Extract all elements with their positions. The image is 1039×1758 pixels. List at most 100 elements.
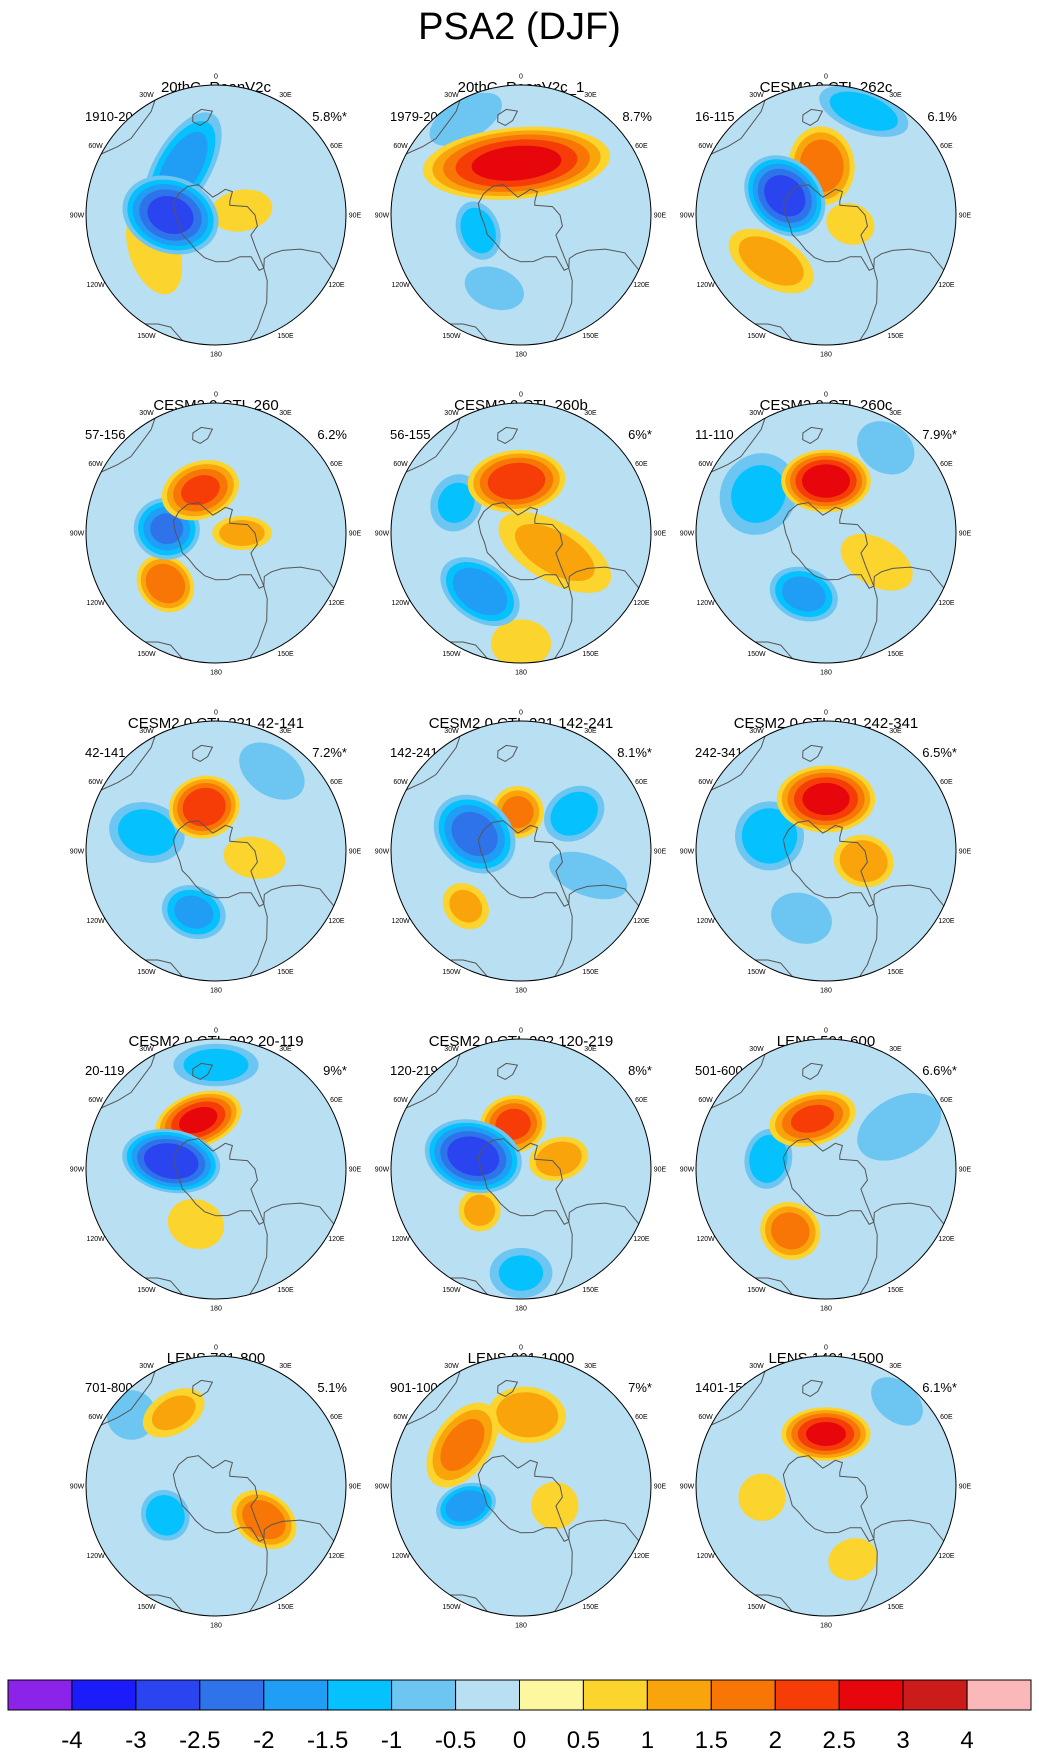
colorbar-label: -1 bbox=[381, 1727, 402, 1754]
longitude-label: 180 bbox=[515, 988, 527, 995]
panel-variance: 6.1% bbox=[927, 109, 957, 124]
contour-band bbox=[464, 266, 524, 311]
negative-anomaly bbox=[857, 1092, 942, 1161]
longitude-label: 90E bbox=[654, 1167, 667, 1174]
coastlines bbox=[710, 100, 945, 341]
negative-anomaly bbox=[424, 1119, 522, 1194]
longitude-label: 60E bbox=[940, 143, 953, 150]
map-panel: CESM2.0 CTL 221 242-341242-3416.5%*030E6… bbox=[680, 710, 972, 995]
panel-variance: 6%* bbox=[628, 427, 652, 442]
negative-anomaly bbox=[771, 892, 832, 944]
south-america-coast bbox=[554, 248, 640, 341]
longitude-label: 30W bbox=[139, 1363, 154, 1370]
south-america-coast bbox=[249, 884, 335, 977]
south-america-coast bbox=[249, 1519, 335, 1612]
south-america-coast bbox=[859, 1519, 945, 1612]
map-border bbox=[390, 84, 652, 346]
longitude-label: 180 bbox=[515, 352, 527, 359]
new-zealand-coast bbox=[497, 108, 519, 126]
longitude-label: 30W bbox=[139, 92, 154, 99]
new-zealand-coast bbox=[192, 108, 214, 126]
longitude-label: 120W bbox=[696, 1553, 715, 1560]
positive-anomaly bbox=[776, 765, 876, 833]
colorbar-swatch bbox=[7, 1679, 73, 1711]
panel-period: 120-219 bbox=[390, 1063, 438, 1078]
south-america-coast bbox=[554, 1519, 640, 1612]
longitude-label: 180 bbox=[210, 1306, 222, 1313]
contour-band bbox=[145, 563, 186, 604]
longitude-label: 30E bbox=[889, 1046, 902, 1053]
positive-anomaly bbox=[833, 834, 894, 888]
longitude-label: 180 bbox=[210, 670, 222, 677]
longitude-label: 60E bbox=[635, 1097, 648, 1104]
longitude-label: 0 bbox=[824, 74, 828, 81]
contour-band bbox=[856, 421, 915, 475]
south-america-coast bbox=[859, 1202, 945, 1295]
map-panel: CESM2.0 CTL 262c16-1156.1%030E60E90E120E… bbox=[680, 74, 972, 359]
longitude-label: 0 bbox=[519, 1028, 523, 1035]
longitude-label: 90W bbox=[680, 213, 695, 220]
positive-anomaly bbox=[422, 126, 611, 200]
colorbar-swatch bbox=[966, 1679, 1032, 1711]
panel-period: 56-155 bbox=[390, 427, 430, 442]
panel-period: 16-115 bbox=[695, 109, 735, 124]
new-zealand-coast bbox=[802, 108, 824, 126]
australia-coast bbox=[100, 1371, 156, 1426]
africa-coast bbox=[145, 1277, 183, 1295]
contour-band bbox=[440, 1419, 485, 1471]
panel-period: 901-1000 bbox=[390, 1380, 445, 1395]
longitude-label: 150W bbox=[442, 333, 461, 340]
negative-anomaly bbox=[549, 851, 628, 900]
anomaly-field bbox=[696, 85, 956, 345]
longitude-label: 0 bbox=[214, 1345, 218, 1352]
longitude-label: 150E bbox=[277, 333, 294, 340]
positive-anomaly bbox=[212, 516, 272, 550]
contour-band bbox=[151, 1395, 196, 1431]
longitude-label: 30W bbox=[749, 92, 764, 99]
anomaly-field bbox=[86, 1039, 346, 1299]
longitude-label: 0 bbox=[519, 392, 523, 399]
antarctica-coast bbox=[782, 502, 875, 589]
panel-variance: 7.9%* bbox=[922, 427, 957, 442]
longitude-label: 30W bbox=[444, 728, 459, 735]
panel-variance: 7%* bbox=[628, 1380, 652, 1395]
longitude-label: 30E bbox=[889, 92, 902, 99]
contour-band bbox=[471, 145, 562, 181]
antarctica-coast bbox=[172, 820, 265, 907]
longitude-label: 120W bbox=[86, 1236, 105, 1243]
antarctica-coast bbox=[782, 1138, 875, 1225]
africa-coast bbox=[755, 959, 793, 977]
contour-band bbox=[150, 513, 184, 545]
anomaly-field bbox=[391, 721, 651, 981]
longitude-label: 60W bbox=[393, 1097, 408, 1104]
antarctica-coast bbox=[172, 184, 265, 271]
panel-variance: 6.2% bbox=[317, 427, 347, 442]
australia-coast bbox=[100, 418, 156, 473]
south-america-coast bbox=[249, 566, 335, 659]
longitude-label: 120E bbox=[633, 918, 650, 925]
longitude-label: 150E bbox=[582, 651, 599, 658]
colorbar: -4 -3 -2.5 -2 -1.5 -1 -0.5 0 0.5 1 1.5 2 2.5 3 4 bbox=[7, 1679, 1032, 1754]
field-background bbox=[696, 721, 956, 981]
longitude-label: 120W bbox=[696, 282, 715, 289]
colorbar-swatch bbox=[71, 1679, 137, 1711]
longitude-label: 90W bbox=[375, 849, 390, 856]
anomaly-field bbox=[391, 1356, 651, 1616]
longitude-label: 60W bbox=[88, 143, 103, 150]
longitude-label: 90W bbox=[70, 213, 85, 220]
coastlines bbox=[100, 736, 335, 977]
panel-period: 11-110 bbox=[695, 427, 734, 442]
longitude-label: 90E bbox=[349, 849, 362, 856]
longitude-label: 150E bbox=[887, 969, 904, 976]
longitude-label: 150E bbox=[582, 969, 599, 976]
south-america-coast bbox=[859, 566, 945, 659]
longitude-label: 120E bbox=[938, 282, 955, 289]
colorbar-swatch bbox=[582, 1679, 648, 1711]
colorbar-label: 2.5 bbox=[823, 1727, 856, 1754]
longitude-label: 60W bbox=[393, 461, 408, 468]
contour-band bbox=[829, 91, 898, 131]
australia-coast bbox=[405, 1054, 461, 1109]
longitude-label: 90W bbox=[680, 849, 695, 856]
longitude-label: 0 bbox=[519, 74, 523, 81]
longitude-label: 180 bbox=[820, 352, 832, 359]
